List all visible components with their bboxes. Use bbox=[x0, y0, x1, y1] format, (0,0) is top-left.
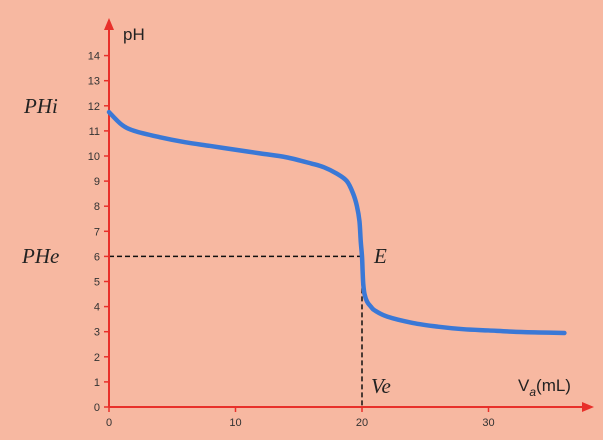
y-axis-title: pH bbox=[123, 25, 145, 44]
y-tick-label: 13 bbox=[88, 76, 100, 88]
y-tick-label: 5 bbox=[94, 277, 100, 289]
y-tick-label: 7 bbox=[94, 226, 100, 238]
y-axis-arrowhead bbox=[104, 18, 114, 30]
equivalence-point-annotation: E bbox=[373, 244, 387, 268]
y-tick-label: 0 bbox=[94, 402, 100, 414]
phi-annotation: PHi bbox=[23, 94, 58, 118]
y-tick-label: 6 bbox=[94, 251, 100, 263]
x-tick-label: 0 bbox=[106, 417, 112, 429]
phe-annotation: PHe bbox=[21, 244, 59, 268]
y-tick-label: 3 bbox=[94, 327, 100, 339]
y-tick-label: 8 bbox=[94, 201, 100, 213]
x-axis-title-sub: a bbox=[529, 385, 536, 399]
x-tick-label: 20 bbox=[356, 417, 368, 429]
x-axis-arrowhead bbox=[582, 402, 594, 412]
y-tick-label: 10 bbox=[88, 151, 100, 163]
axes bbox=[104, 18, 594, 412]
x-axis-title-rest: (mL) bbox=[536, 376, 571, 395]
y-tick-label: 4 bbox=[94, 302, 100, 314]
y-tick-label: 2 bbox=[94, 352, 100, 364]
ve-annotation: Ve bbox=[371, 374, 391, 398]
x-axis-title: Va(mL) bbox=[518, 376, 571, 399]
ph-curve-series bbox=[106, 109, 567, 336]
x-tick-label: 30 bbox=[482, 417, 494, 429]
y-tick-label: 1 bbox=[94, 377, 100, 389]
y-tick-label: 9 bbox=[94, 176, 100, 188]
y-tick-label: 12 bbox=[88, 101, 100, 113]
x-tick-label: 10 bbox=[229, 417, 241, 429]
x-axis-title-main: V bbox=[518, 376, 530, 395]
y-tick-label: 11 bbox=[89, 126, 100, 138]
y-tick-label: 14 bbox=[88, 51, 100, 63]
